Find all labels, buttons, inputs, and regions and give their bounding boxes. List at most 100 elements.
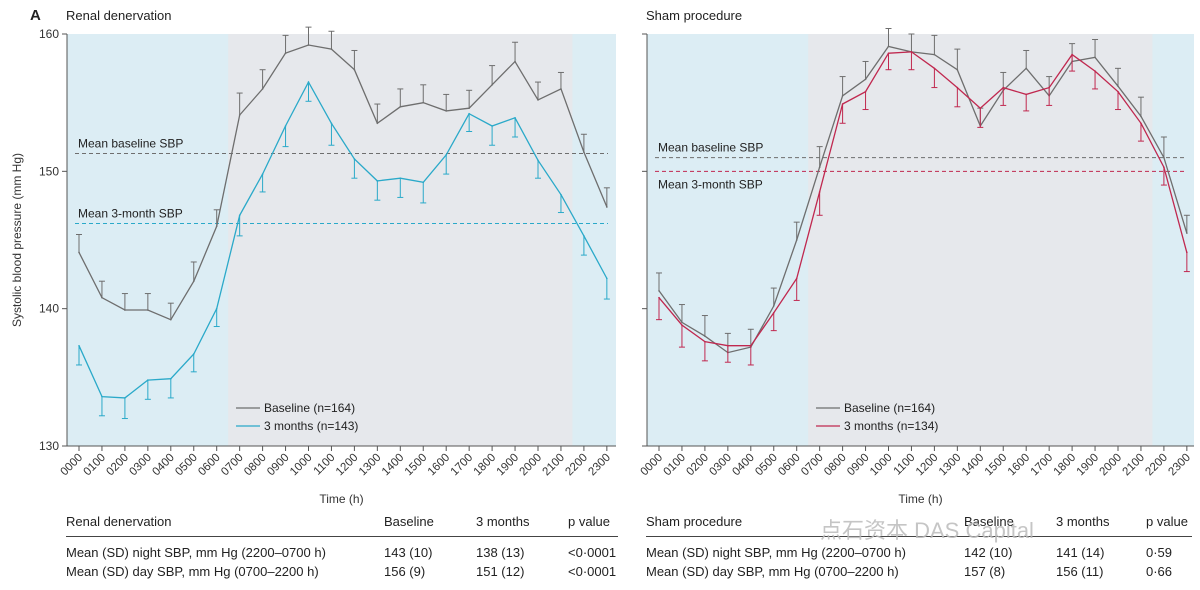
x-tick-label: 1600 [1006,452,1033,479]
table-rule [646,536,1192,537]
x-tick-label: 2300 [1166,452,1193,479]
data-point [933,53,936,56]
data-point [681,324,683,326]
data-point [887,52,890,55]
x-tick-label: 1800 [472,452,499,479]
legend-label: Baseline (n=164) [264,401,355,415]
data-point [124,309,126,311]
data-point [330,48,333,50]
data-point [864,90,867,93]
legend-label: 3 months (n=143) [264,419,358,433]
data-point [445,110,448,112]
x-tick-label: 1900 [1075,452,1102,479]
x-tick-label: 1900 [495,452,522,479]
x-tick-label: 2000 [518,452,545,479]
data-point [170,318,172,321]
table-header-baseline: Baseline [964,514,1014,529]
data-point [376,180,379,182]
x-tick-label: 1800 [1052,452,1079,479]
row-3-months: 151 (12) [476,564,525,579]
table-rule [66,536,618,537]
reference-label: Mean baseline SBP [658,141,763,155]
data-point [727,344,729,347]
data-point [979,107,982,109]
x-tick-label: 0700 [219,452,246,479]
data-point [514,116,516,119]
row-baseline: 156 (9) [384,564,426,579]
reference-label: Mean 3-month SBP [658,177,763,191]
legend-label: Baseline (n=164) [844,401,935,415]
data-point [215,307,218,310]
data-point [422,101,425,104]
series-line-baseline [658,45,1188,354]
table-header-p-value: p value [1146,514,1188,529]
data-point [468,112,470,115]
row-3-months: 141 (14) [1056,545,1105,560]
data-point [658,290,660,292]
x-tick-label: 1200 [914,452,941,479]
data-point [1163,166,1165,169]
data-point [353,68,356,71]
chart-panel-0: Renal denervation13014015016000000100020… [39,8,616,506]
table-renal-denervation: Renal denervation Baseline 3 months p va… [66,514,622,584]
series-line-baseline [78,44,608,321]
figure-canvas: A Systolic blood pressure (mm Hg) Renal de… [10,7,1194,506]
x-tick-label: 2200 [563,452,590,479]
x-tick-label: 1300 [937,452,964,479]
row-baseline: 142 (10) [964,545,1013,560]
x-tick-label: 1000 [868,452,895,479]
x-tick-label: 2100 [1120,452,1147,479]
data-point [1117,90,1119,93]
x-axis-title: Time (h) [898,492,942,506]
row-label: Mean (SD) night SBP, mm Hg (2200–0700 h) [646,545,906,560]
data-point [606,206,608,208]
x-tick-label: 0000 [59,452,86,479]
x-tick-label: 0200 [104,452,131,479]
row-p-value: 0·59 [1146,545,1173,560]
table-header-3-months: 3 months [476,514,530,529]
x-tick-label: 0100 [661,452,688,479]
chart-title: Renal denervation [66,8,172,23]
data-point [537,159,539,162]
data-point [399,177,402,179]
y-tick-label: 150 [39,164,59,178]
row-p-value: 0·66 [1146,564,1173,579]
x-tick-label: 0800 [242,452,269,479]
x-tick-label: 1300 [357,452,384,479]
data-point [795,239,798,241]
x-tick-label: 0400 [730,452,757,479]
data-point [284,125,287,127]
series-line-followup [78,80,608,399]
x-tick-label: 1100 [892,452,918,478]
x-tick-label: 0100 [81,452,108,479]
data-point [956,86,959,89]
row-label: Mean (SD) night SBP, mm Hg (2200–0700 h) [66,545,326,560]
data-point [841,95,844,97]
x-tick-label: 0200 [684,452,711,479]
data-point [910,51,913,53]
data-point [353,158,356,160]
data-point [1048,86,1050,89]
chart-title: Sham procedure [646,8,742,23]
row-p-value: <0·0001 [568,564,617,579]
data-point [491,84,493,86]
data-point [124,397,126,399]
data-point [261,173,264,175]
x-tick-label: 1400 [380,452,407,479]
data-point [491,125,493,127]
data-point [933,67,936,70]
data-point [261,88,264,90]
data-point [170,377,172,380]
reference-label: Mean baseline SBP [78,136,183,150]
chart-panel-1: Sham procedure 00000100020003000400050006… [639,8,1194,506]
x-tick-label: 0300 [707,452,734,479]
data-point [468,107,470,109]
data-point [215,225,218,228]
x-tick-label: 1100 [312,452,338,478]
table-title: Sham procedure [646,514,743,529]
row-3-months: 138 (13) [476,545,525,560]
data-point [1094,56,1096,59]
data-point [583,235,585,237]
row-baseline: 143 (10) [384,545,433,560]
x-tick-label: 1700 [1029,452,1056,479]
